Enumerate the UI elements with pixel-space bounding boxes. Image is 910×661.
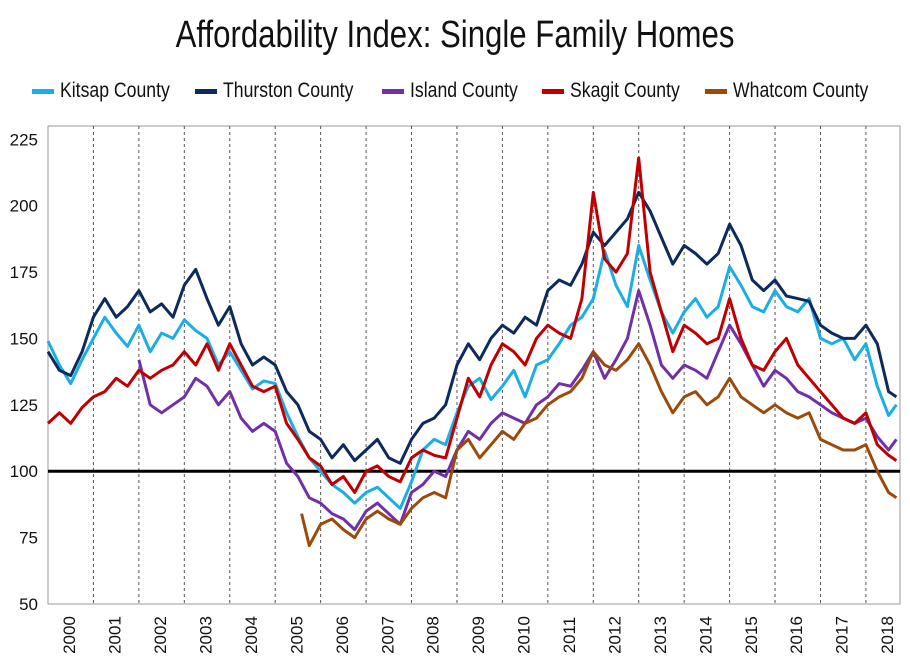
legend-item-thurston-county: Thurston County: [194, 78, 362, 104]
y-tick-label: 200: [10, 197, 38, 216]
chart-title: Affordability Index: Single Family Homes: [175, 14, 735, 56]
y-tick-label: 50: [19, 595, 38, 614]
x-tick-label: 2006: [333, 616, 352, 654]
series-line-thurston-county: [46, 190, 898, 465]
x-tick-label: 2005: [287, 616, 306, 654]
series-lines: [46, 156, 898, 548]
y-tick-label: 125: [10, 396, 38, 415]
y-tick-label: 175: [10, 263, 38, 282]
y-tick-label: 100: [10, 462, 38, 481]
y-tick-label: 75: [19, 529, 38, 548]
x-tick-label: 2017: [833, 616, 852, 654]
y-tick-label: 150: [10, 329, 38, 348]
x-tick-label: 2012: [605, 616, 624, 654]
legend-item-whatcom-county: Whatcom County: [705, 78, 878, 104]
series-line-island-county: [137, 289, 898, 532]
legend-label: Island County: [409, 79, 518, 102]
x-tick-label: 2010: [515, 616, 534, 654]
series-line-skagit-county: [46, 156, 898, 494]
x-tick-label: 2007: [378, 616, 397, 654]
x-tick-label: 2014: [696, 616, 715, 654]
legend-swatch: [705, 88, 728, 94]
x-tick-label: 2009: [469, 616, 488, 654]
legend-item-skagit-county: Skagit County: [542, 78, 685, 104]
y-axis: 50 75 100 125 150 175 200 225: [10, 130, 38, 614]
legend-swatch: [381, 88, 404, 94]
series-line-kitsap-county: [46, 244, 898, 510]
x-tick-label: 2016: [787, 616, 806, 654]
chart-legend: Kitsap County Thurston County Island Count…: [0, 78, 910, 104]
x-tick-label: 2000: [60, 616, 79, 654]
legend-label: Kitsap County: [59, 79, 170, 102]
x-axis: 2000 2001 2002 2003 2004 2005 2006 2007 2008 2009…: [60, 616, 897, 654]
x-tick-label: 2011: [560, 617, 579, 654]
x-tick-label: 2001: [106, 616, 125, 654]
legend-item-island-county: Island County: [381, 78, 522, 104]
y-tick-label: 225: [10, 130, 38, 149]
x-tick-label: 2015: [742, 616, 761, 654]
legend-item-kitsap-county: Kitsap County: [31, 78, 175, 104]
x-tick-label: 2004: [242, 616, 261, 654]
legend-swatch: [31, 88, 54, 94]
grid-lines: [92, 126, 867, 604]
x-tick-label: 2018: [878, 616, 897, 654]
legend-label: Whatcom County: [733, 79, 869, 102]
legend-swatch: [542, 88, 565, 94]
x-tick-label: 2003: [197, 616, 216, 654]
legend-label: Skagit County: [570, 79, 681, 102]
x-tick-label: 2008: [424, 616, 443, 654]
x-tick-label: 2002: [151, 616, 170, 654]
series-line-whatcom-county: [300, 342, 898, 548]
x-tick-label: 2013: [651, 616, 670, 654]
legend-swatch: [194, 88, 217, 94]
legend-label: Thurston County: [222, 79, 354, 102]
plot-frame: [47, 125, 901, 605]
